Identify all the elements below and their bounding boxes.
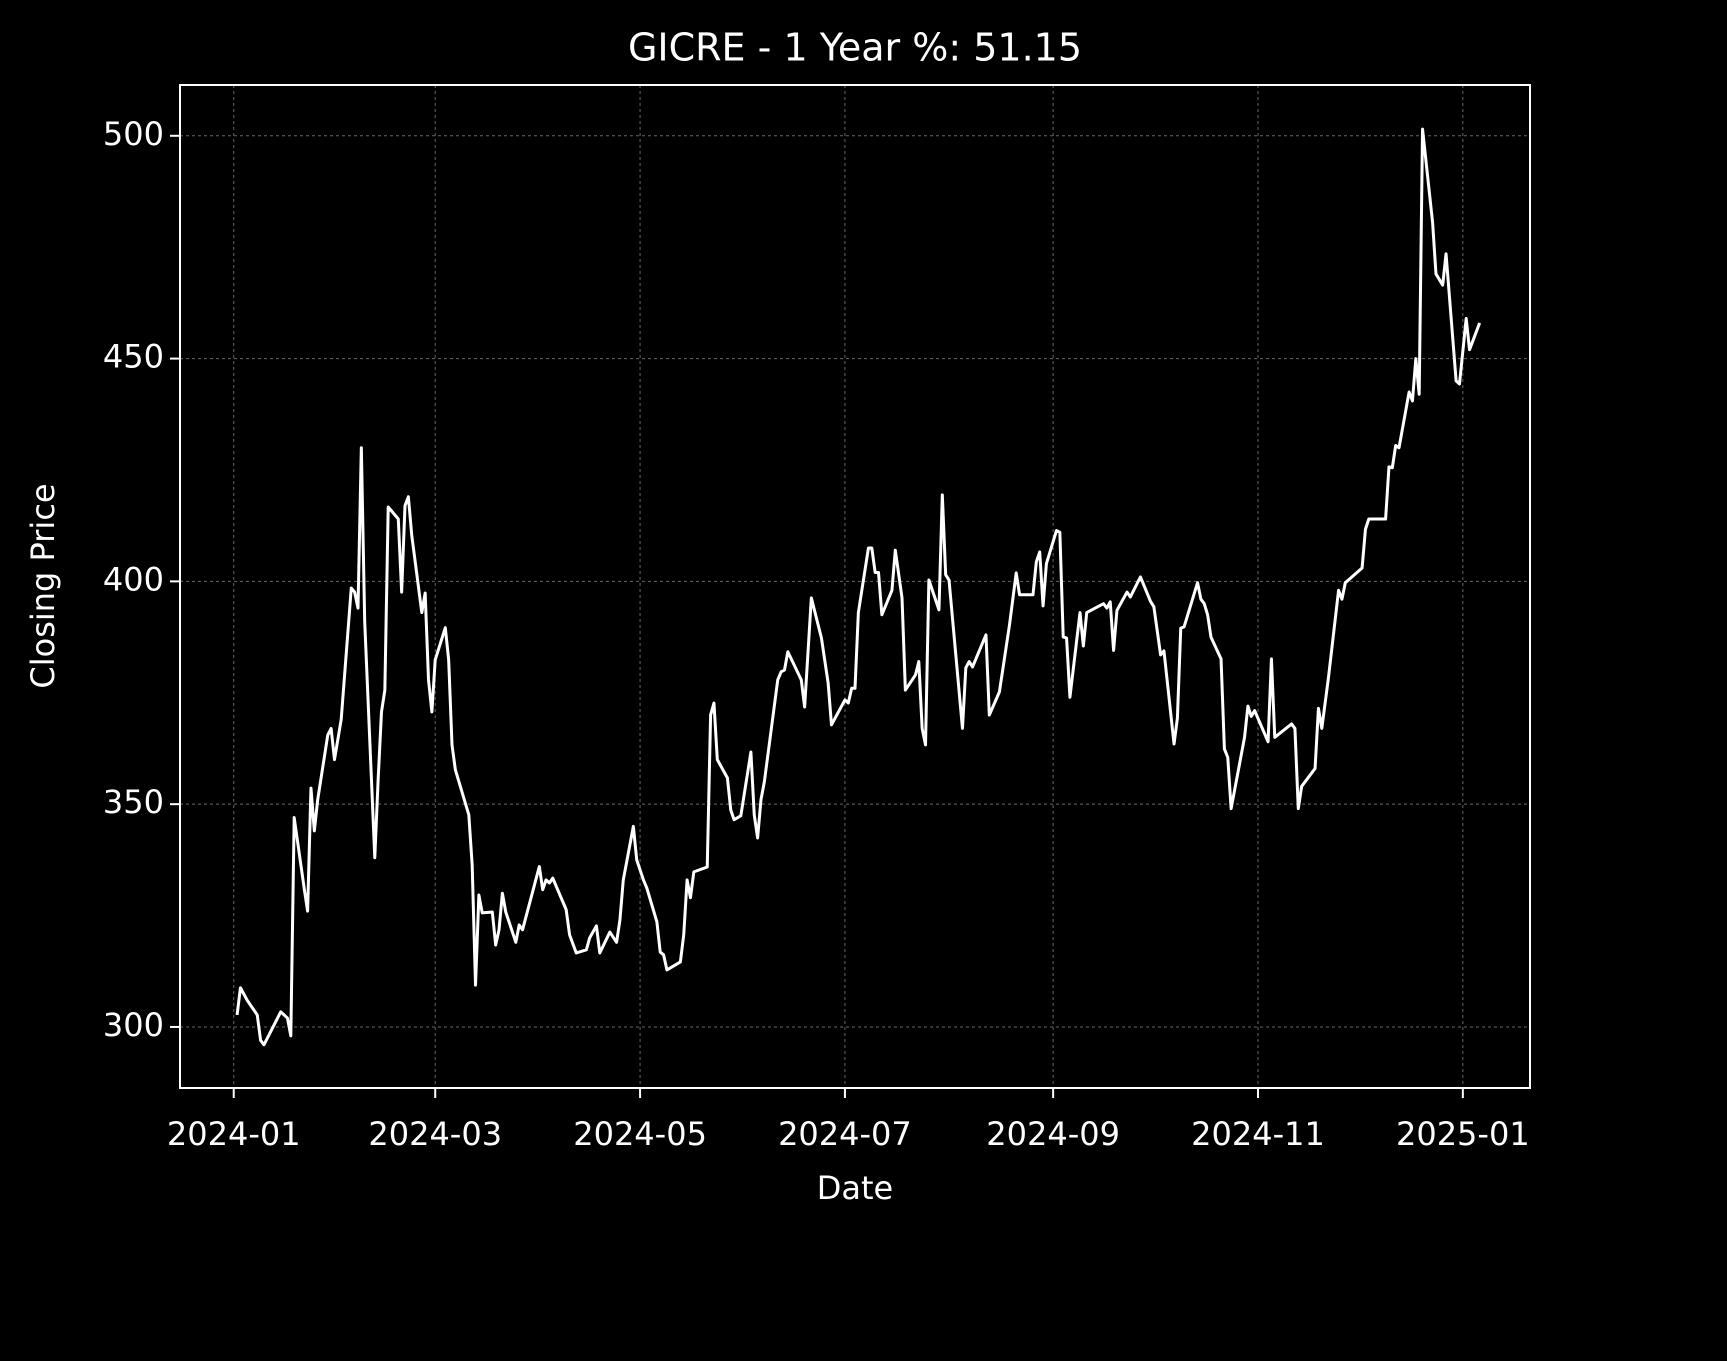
price-line — [235, 127, 1482, 1047]
x-tick-label: 2025-01 — [1396, 1115, 1530, 1153]
x-tick-label: 2024-05 — [573, 1115, 707, 1153]
x-tick-label: 2024-07 — [778, 1115, 912, 1153]
x-tick-label: 2024-11 — [1191, 1115, 1325, 1153]
chart-title: GICRE - 1 Year %: 51.15 — [628, 26, 1082, 70]
y-axis-label: Closing Price — [24, 483, 62, 688]
y-tick-label: 450 — [103, 338, 164, 376]
y-tick-label: 300 — [103, 1006, 164, 1044]
x-tick-label: 2024-09 — [986, 1115, 1120, 1153]
x-tick-label: 2024-03 — [368, 1115, 502, 1153]
y-tick-label: 350 — [103, 783, 164, 821]
y-tick-label: 500 — [103, 115, 164, 153]
plot-frame — [179, 84, 1531, 1089]
x-tick-label: 2024-01 — [167, 1115, 301, 1153]
y-tick-label: 400 — [103, 560, 164, 598]
x-axis-label: Date — [817, 1169, 893, 1207]
